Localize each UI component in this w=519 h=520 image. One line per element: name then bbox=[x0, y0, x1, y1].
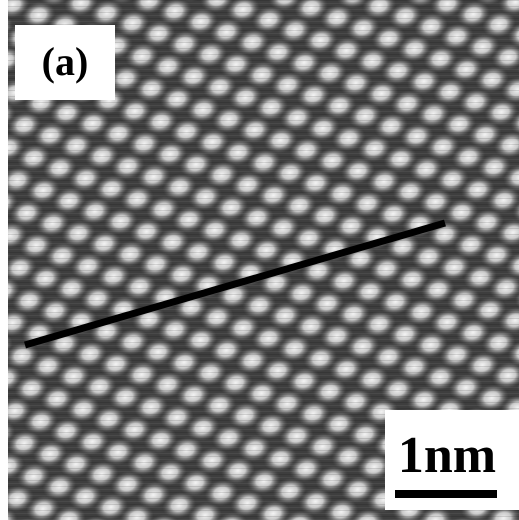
panel-label: (a) bbox=[42, 39, 89, 84]
stm-figure: (a) 1nm bbox=[0, 0, 519, 520]
scale-bar bbox=[395, 490, 497, 498]
page: {"panel_label": "(a)", "scale_bar": {"la… bbox=[0, 0, 519, 520]
scale-label: 1nm bbox=[398, 427, 496, 484]
